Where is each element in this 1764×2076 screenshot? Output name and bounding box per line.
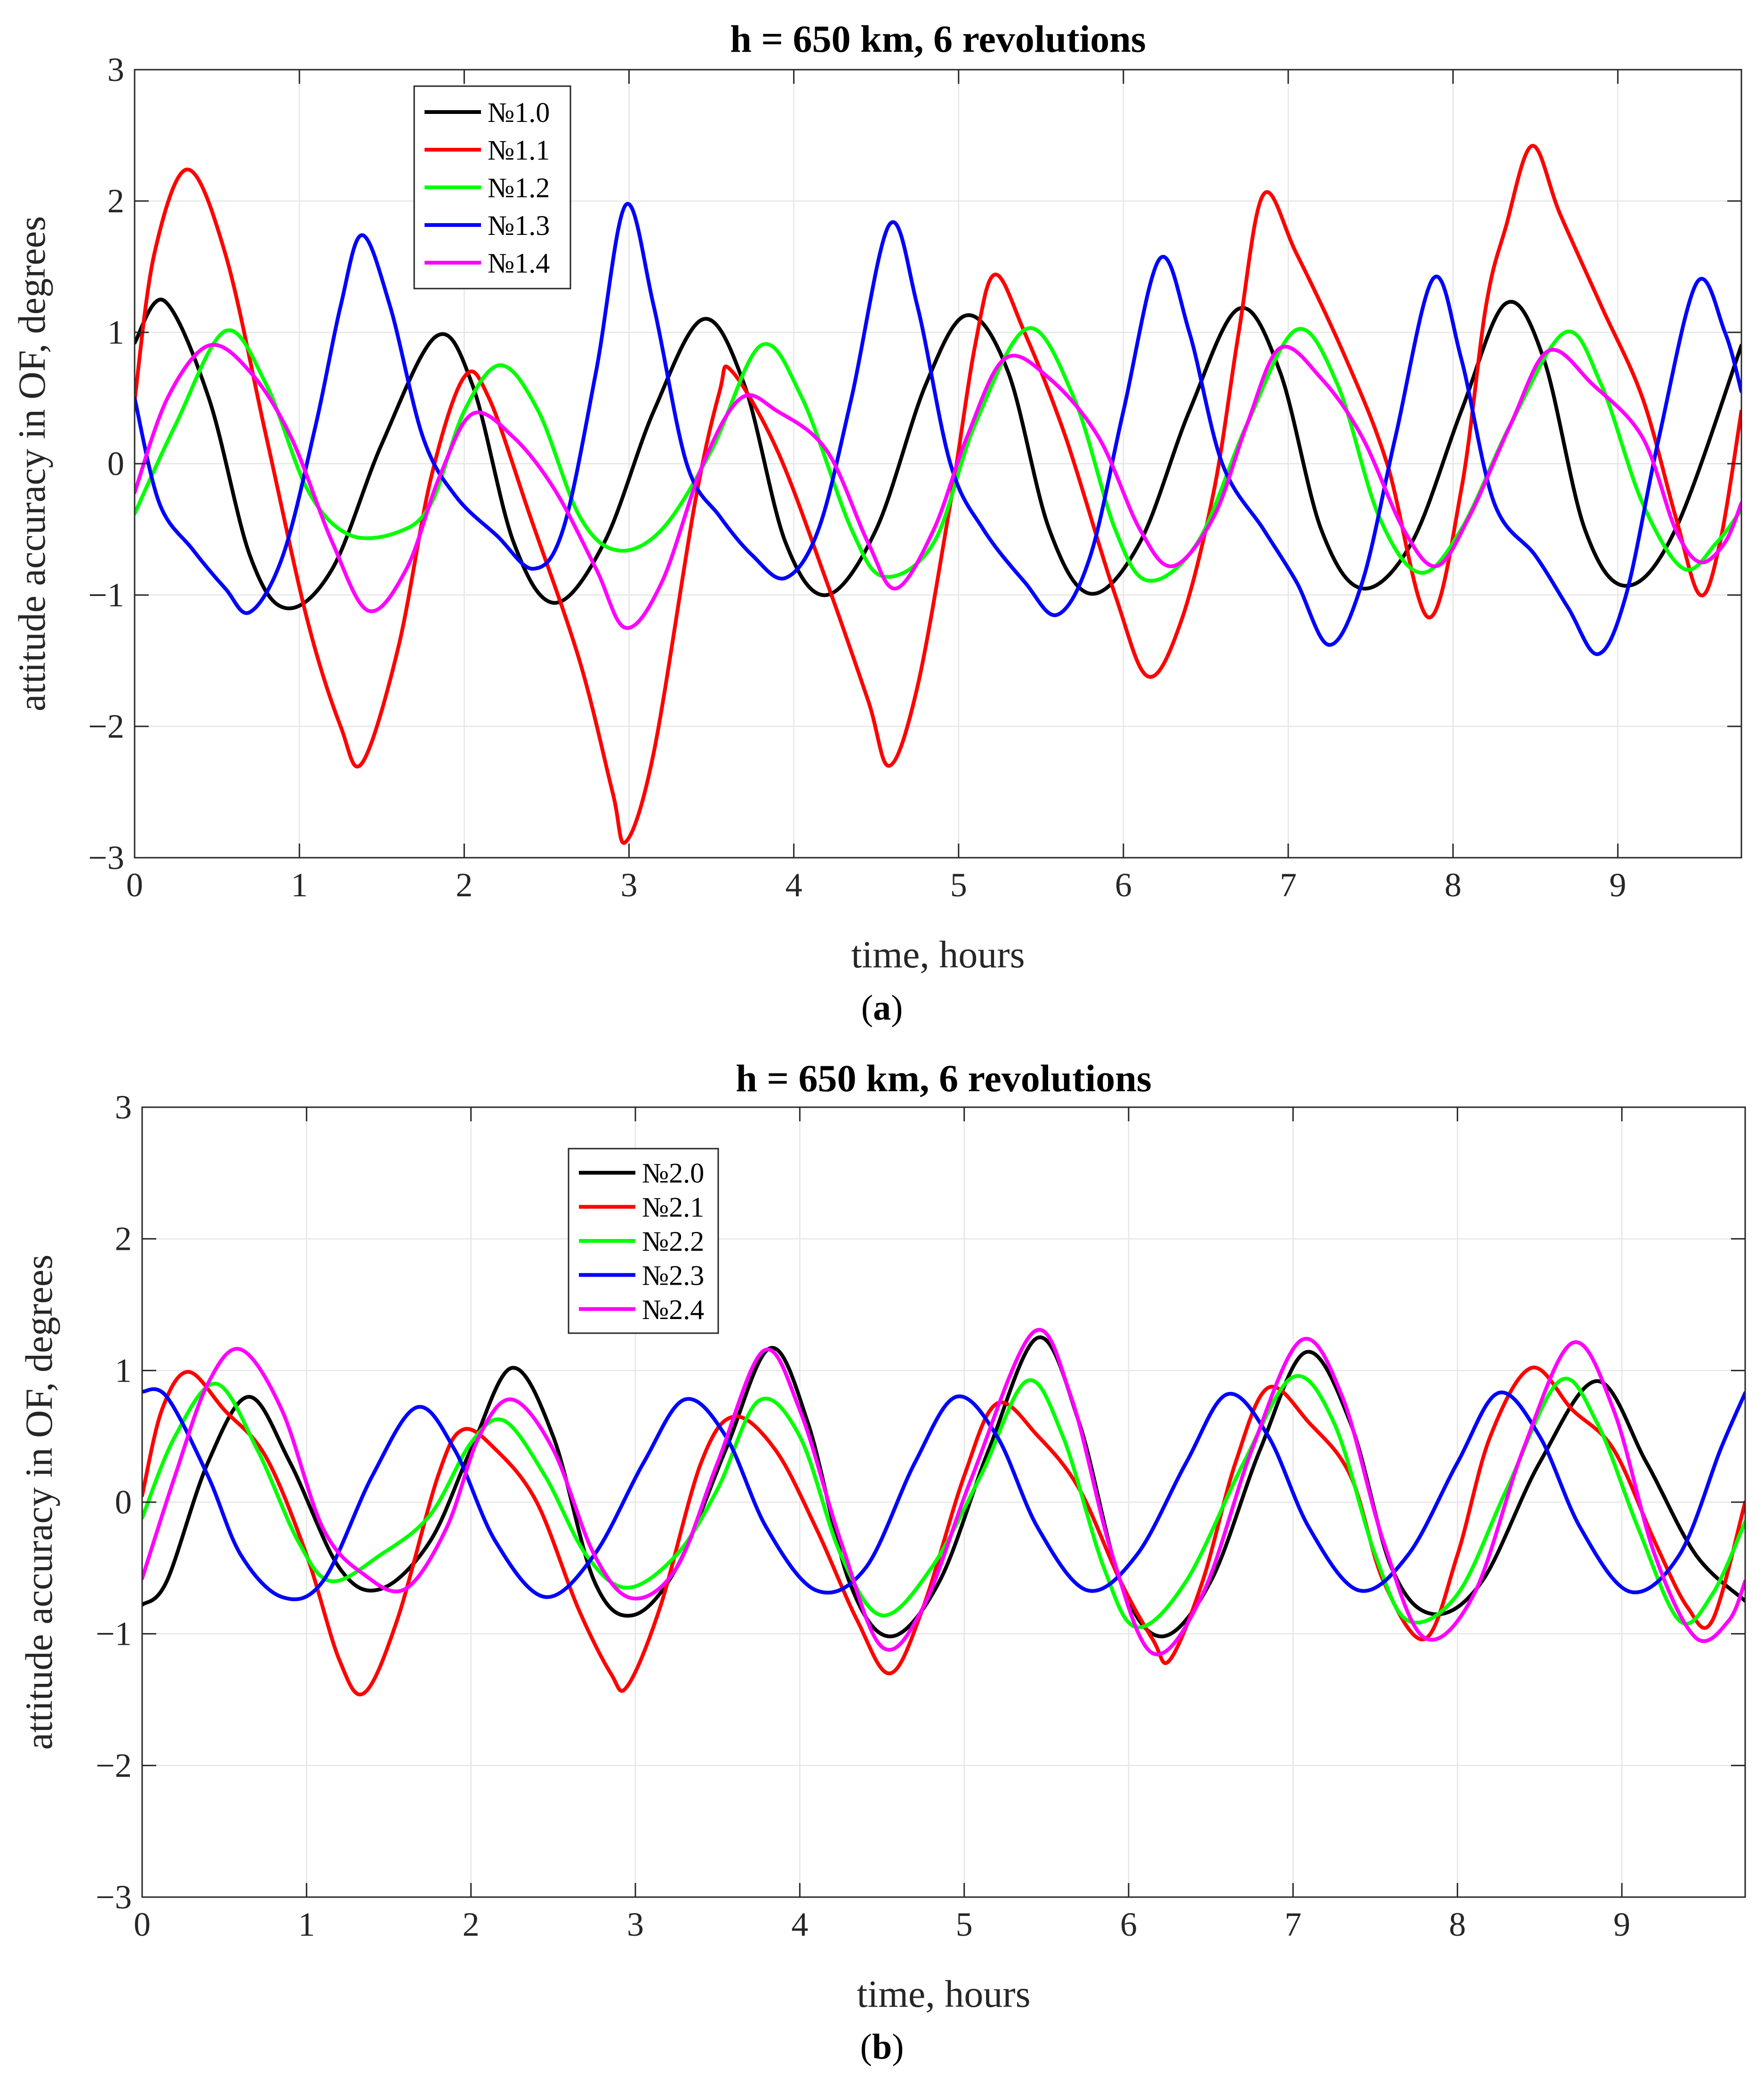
x-axis-label: time, hours [857,1972,1031,2015]
y-axis-label: attitude accuracy in OF, degrees [17,1255,60,1750]
y-tick-label: 2 [107,182,124,220]
y-tick-label: 1 [115,1352,132,1389]
x-tick-label: 7 [1280,866,1297,904]
legend-label-5: №1.4 [488,248,550,279]
x-tick-label: 4 [786,866,802,904]
series-group [142,1328,1745,1697]
legend-label-5: №2.4 [642,1294,704,1325]
series-line-1 [135,298,1741,611]
panel-b-label-letter: b [872,2027,892,2067]
panel-b-label-open: ( [860,2027,872,2067]
y-tick-label: −1 [96,1615,132,1653]
x-axis-label: time, hours [851,933,1025,976]
legend-label-2: №1.1 [488,135,550,166]
panel-b-label-close: ) [892,2027,904,2067]
series-line-5 [135,343,1741,630]
legend-label-3: №2.2 [642,1226,704,1257]
x-tick-label: 7 [1284,1906,1301,1943]
chart-title: h = 650 km, 6 revolutions [730,17,1146,60]
x-tick-label: 9 [1609,866,1626,904]
y-tick-label: −2 [96,1746,132,1784]
series-line-4 [135,202,1741,656]
x-tick-label: 2 [463,1906,480,1943]
x-tick-label: 0 [126,866,143,904]
chart-b: 0 1 2 3 4 5 6 7 8 9 −3 −2 −1 0 1 2 3 h = 650 km, 6 revolu… [17,1057,1746,2015]
legend-label-1: №2.0 [642,1158,704,1189]
y-tick-label: 0 [115,1483,132,1521]
series-line-5 [142,1328,1745,1657]
y-tick-label: 1 [107,314,124,351]
series-line-2 [142,1365,1745,1697]
series-line-3 [142,1374,1745,1629]
series-line-2 [135,144,1741,845]
y-tick-label: 3 [115,1088,132,1126]
chart-title: h = 650 km, 6 revolutions [736,1057,1152,1100]
panel-a-label-letter: a [873,988,891,1028]
x-tick-label: 6 [1120,1906,1137,1943]
chart-a: 0 1 2 3 4 5 6 7 8 9 −3 −2 −1 0 1 2 3 h = 650 km, 6 revolu… [10,17,1742,976]
y-axis-label: attitude accuracy in OF, degrees [10,216,53,711]
y-tick-label: 0 [107,445,124,483]
legend-label-4: №1.3 [488,210,550,241]
panel-a-label: (a) [835,988,929,1029]
y-tick-label: 2 [115,1220,132,1258]
x-tick-label: 0 [134,1906,151,1943]
x-tick-label: 4 [791,1906,808,1943]
x-tick-label: 3 [627,1906,644,1943]
legend: №1.0 №1.1 №1.2 №1.3 №1.4 [413,85,571,290]
legend-label-2: №2.1 [642,1192,704,1223]
panel-a-label-close: ) [891,988,903,1028]
y-tick-label: −1 [88,576,124,614]
x-tick-label: 8 [1449,1906,1466,1943]
legend-label-4: №2.3 [642,1260,704,1291]
x-tick-label: 5 [956,1906,973,1943]
legend-label-3: №1.2 [488,172,550,203]
series-group [135,144,1741,845]
x-tick-label: 3 [620,866,637,904]
series-line-4 [142,1387,1745,1601]
panel-a-label-open: ( [861,988,873,1028]
x-tick-label: 9 [1613,1906,1630,1943]
x-tick-label: 5 [950,866,967,904]
x-tick-label: 1 [298,1906,315,1943]
panel-b-label: (b) [835,2027,929,2068]
y-tick-label: −2 [88,708,124,745]
y-tick-label: −3 [96,1878,132,1916]
legend-label-1: №1.0 [488,97,550,128]
x-tick-label: 6 [1115,866,1132,904]
y-tick-label: −3 [88,839,124,877]
y-tick-label: 3 [107,51,124,89]
x-tick-label: 1 [291,866,308,904]
x-tick-label: 2 [456,866,473,904]
x-tick-label: 8 [1444,866,1461,904]
